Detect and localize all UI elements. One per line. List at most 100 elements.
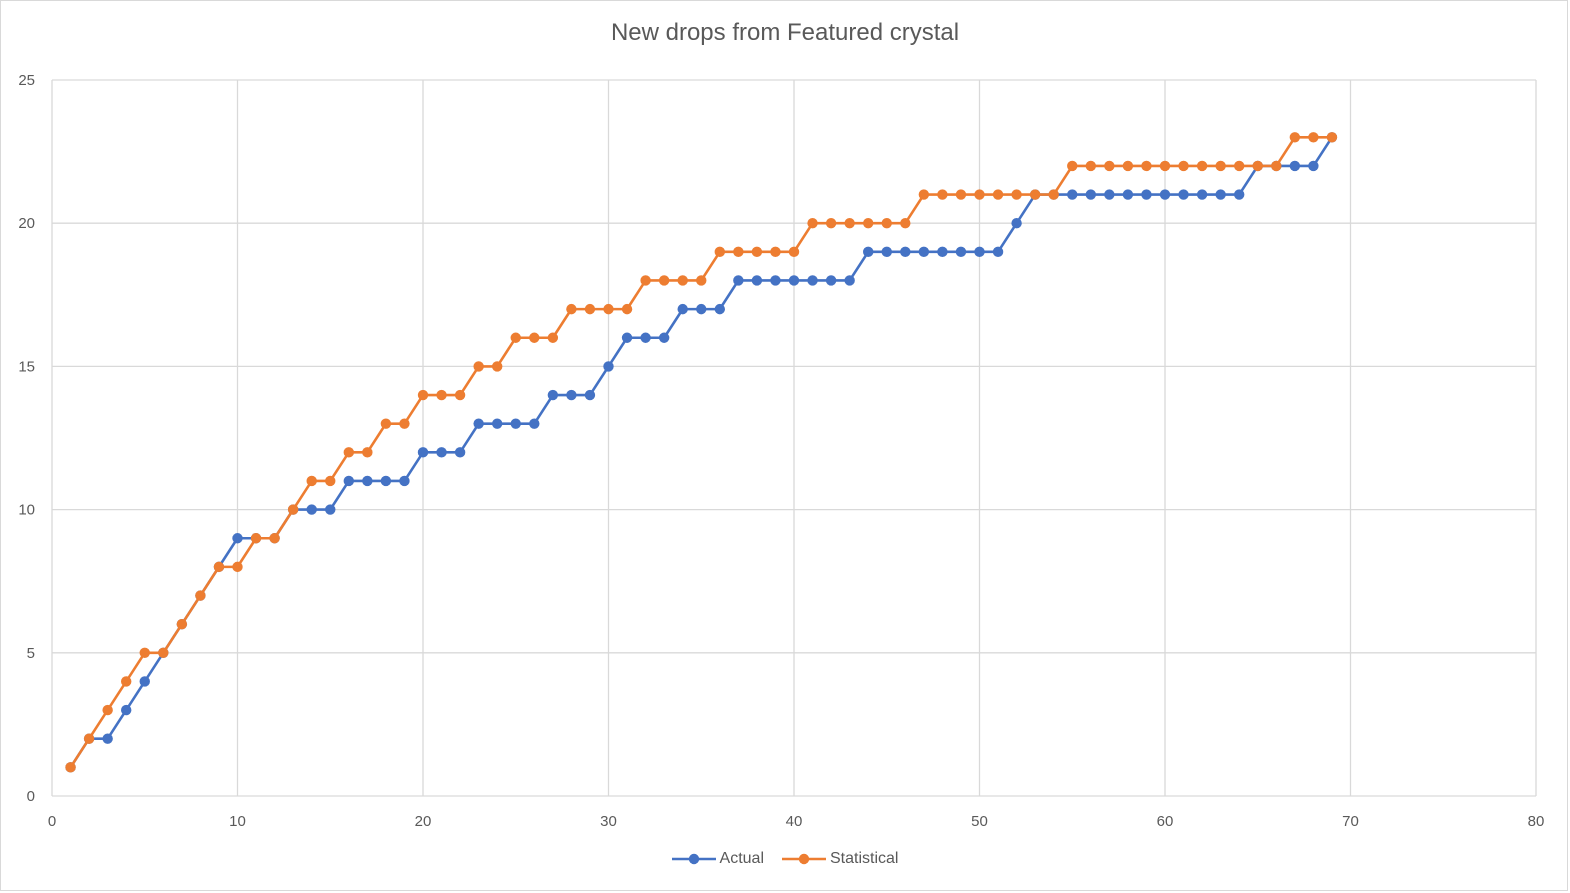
data-point-actual xyxy=(473,418,484,429)
data-point-statistical xyxy=(1085,160,1097,172)
data-point-statistical xyxy=(325,475,336,487)
data-point-statistical xyxy=(900,218,911,229)
data-point-statistical xyxy=(844,218,855,229)
data-point-statistical xyxy=(658,275,670,286)
data-point-actual xyxy=(918,246,930,258)
data-point-actual xyxy=(1234,189,1245,200)
data-point-actual xyxy=(807,275,818,286)
data-point-statistical xyxy=(492,361,503,372)
data-point-statistical xyxy=(696,275,707,286)
data-point-statistical xyxy=(158,647,169,658)
data-point-actual xyxy=(640,332,651,343)
data-point-actual xyxy=(863,246,874,258)
data-point-statistical xyxy=(584,303,596,315)
gridlines xyxy=(51,79,1537,797)
data-point-statistical xyxy=(1067,160,1078,172)
data-point-actual xyxy=(714,303,725,315)
data-point-statistical xyxy=(195,590,206,601)
y-tick-label: 20 xyxy=(18,215,35,232)
data-point-actual xyxy=(900,246,911,258)
y-tick-label: 25 xyxy=(18,72,35,89)
data-point-actual xyxy=(658,332,670,343)
data-point-statistical xyxy=(1159,160,1171,172)
data-point-actual xyxy=(1011,218,1022,229)
legend-swatch-statistical xyxy=(782,853,826,865)
legend-entry-statistical: Statistical xyxy=(782,850,898,868)
data-point-statistical xyxy=(139,647,150,658)
data-point-actual xyxy=(306,504,317,515)
data-point-statistical xyxy=(362,447,373,458)
legend-label: Statistical xyxy=(830,850,899,867)
data-point-actual xyxy=(1141,189,1152,200)
legend-label: Actual xyxy=(719,850,764,867)
data-point-statistical xyxy=(1178,160,1189,172)
data-point-statistical xyxy=(566,303,577,315)
data-point-actual xyxy=(362,475,373,487)
data-point-actual xyxy=(1289,160,1301,172)
data-point-statistical xyxy=(65,762,76,773)
data-point-statistical xyxy=(1308,132,1319,143)
y-tick-label: 15 xyxy=(18,358,35,375)
data-point-statistical xyxy=(1234,160,1245,172)
data-point-actual xyxy=(343,475,354,487)
data-point-statistical xyxy=(1141,160,1152,172)
x-tick-label: 0 xyxy=(48,813,56,830)
data-point-actual xyxy=(566,389,577,401)
data-point-statistical xyxy=(380,418,392,429)
data-point-actual xyxy=(492,418,503,429)
series-line-actual xyxy=(69,136,1334,769)
data-point-statistical xyxy=(436,389,447,401)
data-point-actual xyxy=(232,533,243,544)
data-point-statistical xyxy=(547,332,559,343)
series-line-statistical xyxy=(69,135,1332,769)
data-point-actual xyxy=(510,418,521,429)
data-point-actual xyxy=(881,246,892,258)
series-statistical xyxy=(65,132,1338,773)
data-point-statistical xyxy=(677,275,688,286)
data-point-statistical xyxy=(1196,160,1208,172)
data-point-actual xyxy=(584,389,596,401)
data-point-statistical xyxy=(714,246,725,258)
x-tick-label: 20 xyxy=(415,813,432,830)
data-point-actual xyxy=(1196,189,1208,200)
data-point-statistical xyxy=(250,533,262,544)
data-point-statistical xyxy=(1289,132,1301,143)
data-point-statistical xyxy=(640,275,651,286)
data-point-actual xyxy=(937,246,948,258)
data-point-actual xyxy=(974,246,985,258)
data-point-statistical xyxy=(937,189,948,200)
data-point-actual xyxy=(380,475,392,487)
data-point-statistical xyxy=(1029,189,1041,200)
data-point-statistical xyxy=(1326,132,1338,143)
series-group xyxy=(65,132,1338,773)
series-actual xyxy=(65,132,1338,773)
data-point-actual xyxy=(955,246,967,258)
data-point-actual xyxy=(399,475,410,487)
data-point-actual xyxy=(1215,189,1226,200)
data-point-statistical xyxy=(1011,189,1022,200)
data-point-statistical xyxy=(510,332,521,343)
data-point-actual xyxy=(677,303,688,315)
data-point-statistical xyxy=(269,533,280,544)
data-point-statistical xyxy=(825,218,837,229)
data-point-statistical xyxy=(1104,160,1115,172)
data-point-statistical xyxy=(603,303,614,315)
x-tick-label: 40 xyxy=(786,813,803,830)
data-point-statistical xyxy=(102,704,113,716)
x-tick-label: 60 xyxy=(1157,813,1174,830)
data-point-statistical xyxy=(417,389,429,401)
data-point-actual xyxy=(1308,160,1319,172)
data-point-statistical xyxy=(992,189,1004,200)
data-point-actual xyxy=(325,504,336,515)
data-point-actual xyxy=(1067,189,1078,200)
data-point-statistical xyxy=(863,218,874,229)
data-point-actual xyxy=(603,361,614,372)
data-point-statistical xyxy=(918,189,930,200)
data-point-actual xyxy=(621,332,633,343)
data-point-actual xyxy=(1085,189,1097,200)
data-point-actual xyxy=(1159,189,1171,200)
data-point-statistical xyxy=(807,218,818,229)
data-point-actual xyxy=(825,275,837,286)
